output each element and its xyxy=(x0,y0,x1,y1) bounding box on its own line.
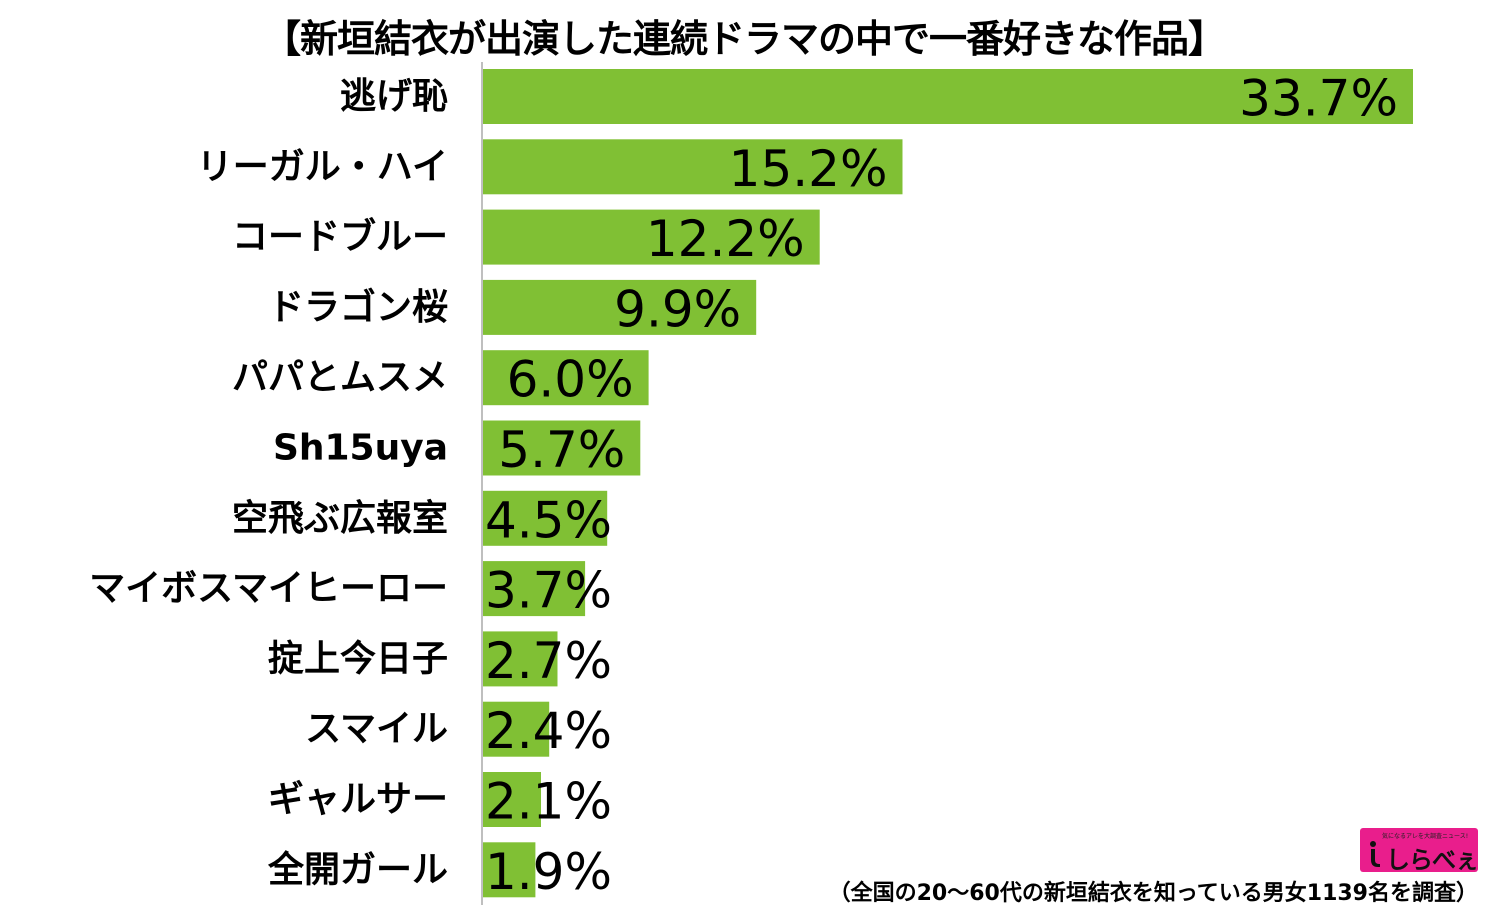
value-label: 33.7% xyxy=(1239,70,1398,128)
value-label: 12.2% xyxy=(646,210,805,268)
value-label: 2.1% xyxy=(485,773,612,831)
bar xyxy=(483,772,541,827)
category-label: コードブルー xyxy=(232,216,448,258)
category-label: リーガル・ハイ xyxy=(197,146,448,187)
logo-text: しらべぇ xyxy=(1386,846,1478,872)
category-label: 全開ガール xyxy=(267,848,448,890)
bar xyxy=(483,209,820,265)
value-label: 15.2% xyxy=(729,140,888,198)
bar xyxy=(483,701,550,757)
category-label: 掟上今日子 xyxy=(268,638,448,679)
bars xyxy=(483,69,1413,898)
category-label: ギャルサー xyxy=(268,779,448,820)
value-label: 2.7% xyxy=(485,632,612,690)
category-label: マイボスマイヒーロー xyxy=(89,568,448,609)
value-label: 9.9% xyxy=(614,280,741,338)
logo-mark-icon xyxy=(1370,841,1380,867)
value-label: 3.7% xyxy=(485,562,612,620)
survey-footnote: （全国の20～60代の新垣結衣を知っている男女1139名を調査） xyxy=(828,881,1478,906)
bar xyxy=(483,631,558,687)
category-label: 逃げ恥 xyxy=(340,76,448,117)
category-label: パパとムスメ xyxy=(232,357,448,398)
category-label: 空飛ぶ広報室 xyxy=(232,498,448,539)
bar xyxy=(483,420,641,476)
value-label: 1.9% xyxy=(485,843,612,901)
bar xyxy=(483,842,536,898)
logo-tagline: 気になるアレを大調査ニュース! xyxy=(1382,833,1469,840)
bar xyxy=(483,490,608,546)
value-label: 2.4% xyxy=(485,702,612,760)
category-label: Sh15uya xyxy=(273,428,448,469)
chart-title: 【新垣結衣が出演した連続ドラマの中で一番好きな作品】 xyxy=(262,17,1226,61)
shirabee-logo: 気になるアレを大調査ニュース! しらべぇ xyxy=(1360,828,1478,872)
category-label: スマイル xyxy=(305,709,448,750)
value-label: 5.7% xyxy=(498,421,625,479)
bar xyxy=(483,279,757,335)
bar xyxy=(483,561,586,617)
bar xyxy=(483,69,1413,124)
bar xyxy=(483,139,903,195)
category-label: ドラゴン桜 xyxy=(268,286,448,328)
value-label: 4.5% xyxy=(485,491,612,549)
value-label: 6.0% xyxy=(507,351,634,409)
value-labels: 33.7% 15.2% 12.2% 9.9% 6.0% 5.7% 4.5% 3.7% 2.7% 2… xyxy=(485,70,1398,901)
bar xyxy=(483,350,649,406)
